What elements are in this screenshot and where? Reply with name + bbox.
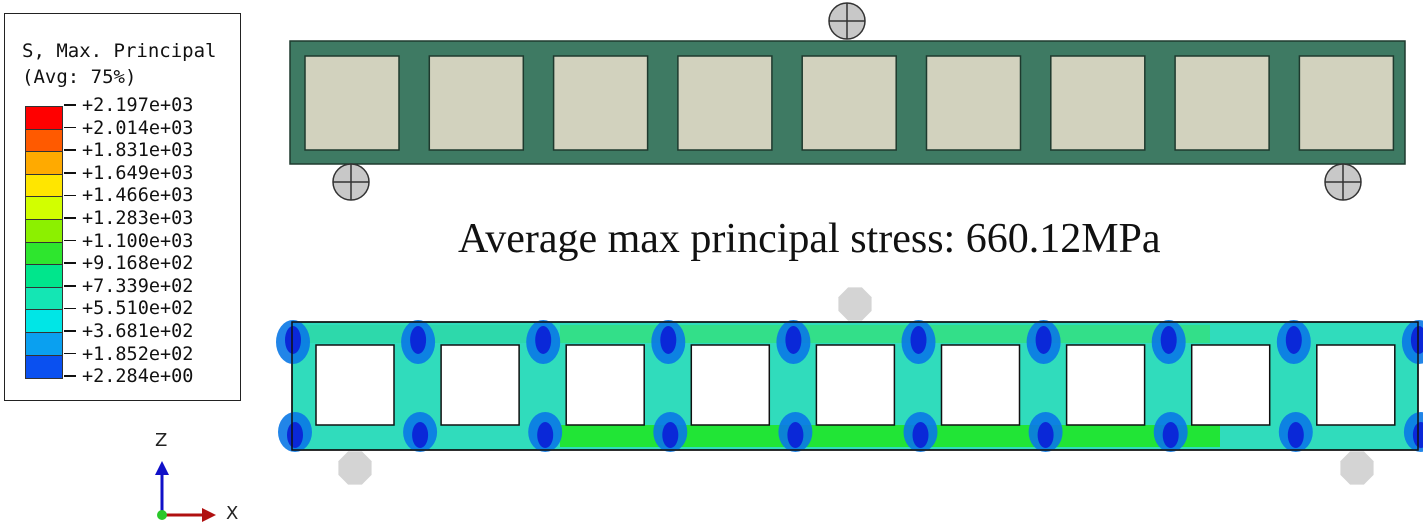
- contour-beam-hole: [690, 344, 771, 426]
- contour-beam-hole: [1065, 344, 1146, 426]
- contour-beam-hole: [315, 344, 395, 426]
- legend-swatch: [26, 355, 62, 379]
- beam-hole: [1174, 55, 1270, 151]
- legend-value-label: +2.197e+03: [64, 96, 193, 116]
- contour-low-core: [1410, 326, 1423, 354]
- legend-title: S, Max. Principal: [22, 40, 217, 62]
- legend-value-label: +7.339e+02: [64, 276, 193, 297]
- contour-low-core: [1162, 422, 1179, 448]
- z-axis-arrowhead: [155, 461, 169, 475]
- axis-triad: [155, 461, 216, 522]
- deformed-left-support: [338, 451, 372, 485]
- average-stress-caption: Average max principal stress: 660.12MPa: [458, 216, 1161, 262]
- legend-value-label: +1.100e+03: [64, 231, 193, 252]
- deformed-load-roller: [838, 287, 872, 321]
- x-axis-arrowhead: [202, 508, 216, 522]
- legend-swatch: [26, 129, 62, 153]
- legend-swatch: [26, 310, 62, 333]
- contour-low-core: [412, 422, 429, 448]
- contour-low-core: [660, 326, 677, 354]
- contour-low-core: [285, 326, 301, 354]
- contour-beam-outline: [291, 321, 1419, 451]
- contour-beam-hole: [1190, 344, 1271, 426]
- legend-value-label: +9.168e+02: [64, 254, 193, 274]
- legend-swatch: [26, 197, 62, 220]
- legend-value-label: +1.283e+03: [64, 209, 193, 229]
- legend-value-label: +2.014e+03: [64, 118, 193, 139]
- beam-hole: [428, 55, 525, 151]
- beam-hole: [801, 55, 897, 151]
- beam-hole: [304, 55, 400, 151]
- contour-low-core: [1037, 422, 1054, 448]
- contour-low-core: [910, 326, 927, 354]
- contour-low-core: [535, 326, 552, 354]
- contour-low-core: [1035, 326, 1052, 354]
- legend-swatch: [26, 174, 62, 198]
- legend-swatch: [26, 107, 62, 130]
- legend-value-label: +1.831e+03: [64, 141, 193, 161]
- contour-low-core: [410, 326, 427, 354]
- contour-beam-hole: [940, 344, 1021, 426]
- contour-beam-hole: [440, 344, 520, 426]
- contour-beam-hole: [565, 344, 645, 426]
- legend-value-label: +2.284e+00: [64, 367, 193, 387]
- z-axis-label: Z: [155, 430, 168, 451]
- origin-dot: [157, 510, 167, 520]
- legend-value-label: +3.681e+02: [64, 322, 193, 342]
- contour-low-core: [1285, 326, 1302, 354]
- x-axis-label: X: [226, 503, 239, 524]
- legend-swatch: [26, 332, 62, 356]
- beam-hole: [552, 55, 649, 151]
- contour-beam-hole: [1316, 344, 1396, 426]
- contour-low-core: [912, 422, 929, 448]
- legend-value-label: +5.510e+02: [64, 299, 193, 319]
- legend-swatch: [26, 152, 62, 175]
- contour-beam-hole: [815, 344, 896, 426]
- beam-hole: [1298, 55, 1395, 151]
- legend-value-label: +1.649e+03: [64, 163, 193, 184]
- contour-low-core: [785, 326, 802, 354]
- legend-swatch: [26, 287, 62, 311]
- contour-low-core: [1160, 326, 1177, 354]
- legend-swatch: [26, 265, 62, 288]
- beam-hole: [925, 55, 1022, 151]
- contour-low-core: [1287, 422, 1304, 448]
- legend-subtitle: (Avg: 75%): [22, 66, 137, 88]
- legend-value-label: +1.466e+03: [64, 186, 193, 206]
- contour-low-core: [287, 422, 303, 448]
- beam-hole: [1050, 55, 1146, 151]
- contour-low-core: [537, 422, 554, 448]
- contour-low-core: [787, 422, 804, 448]
- legend-color-scale: [25, 106, 63, 380]
- legend-swatch: [26, 219, 62, 243]
- deformed-right-support: [1340, 451, 1374, 485]
- legend-swatch: [26, 242, 62, 266]
- beam-hole: [677, 55, 773, 151]
- legend-value-label: +1.852e+02: [64, 344, 193, 365]
- contour-low-core: [662, 422, 679, 448]
